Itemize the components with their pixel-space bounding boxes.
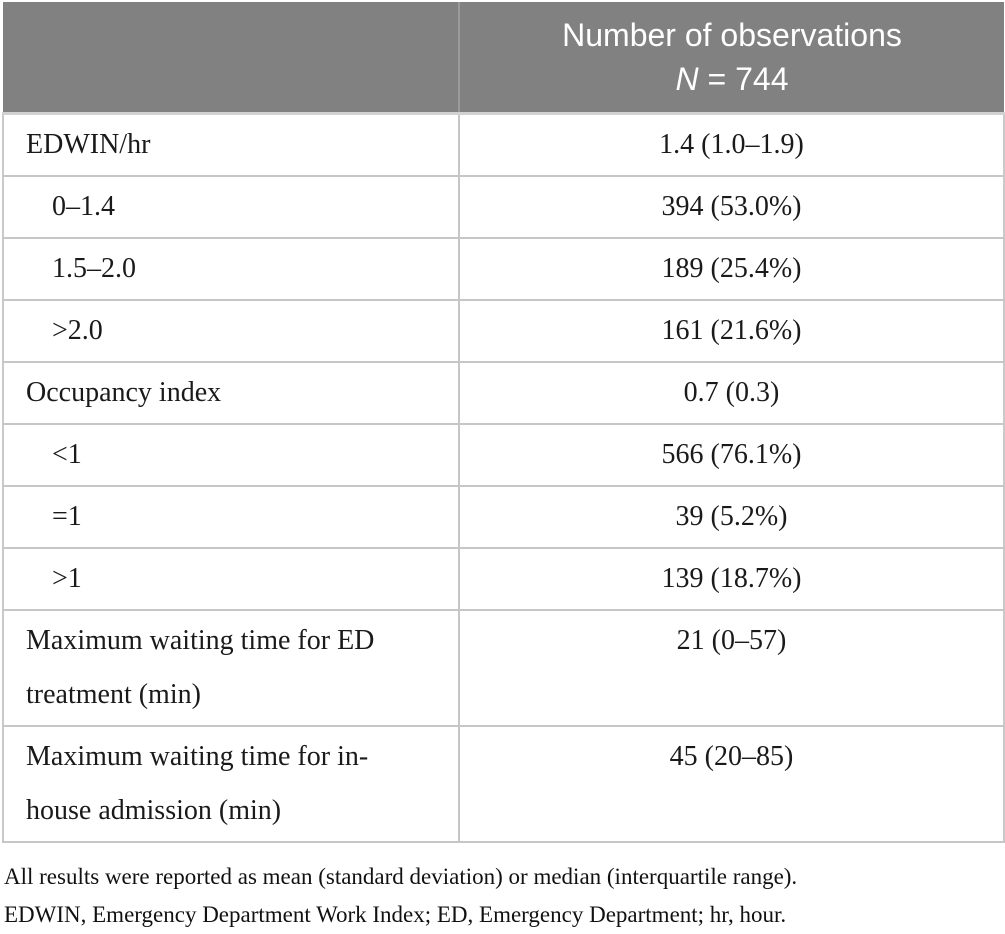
row-label: Maximum waiting time for ED treatment (m… xyxy=(2,610,459,727)
table-row: Maximum waiting time for ED treatment (m… xyxy=(2,610,1005,727)
table-row: Occupancy index 0.7 (0.3) xyxy=(2,362,1005,425)
table-body: EDWIN/hr 1.4 (1.0–1.9) 0–1.4 394 (53.0%)… xyxy=(2,113,1005,843)
summary-statistics-table: Number of observations N = 744 EDWIN/hr … xyxy=(2,2,1005,843)
table-header: Number of observations N = 744 xyxy=(3,2,1004,115)
row-value: 139 (18.7%) xyxy=(458,548,1005,611)
header-row: Number of observations N = 744 xyxy=(3,2,1004,115)
row-label: >1 xyxy=(2,548,459,611)
row-value: 0.7 (0.3) xyxy=(458,362,1005,425)
table-row: =1 39 (5.2%) xyxy=(2,486,1005,549)
row-label: Maximum waiting time for in-house admiss… xyxy=(2,726,459,843)
row-value: 566 (76.1%) xyxy=(458,424,1005,487)
n-value: = 744 xyxy=(698,61,789,97)
row-value: 39 (5.2%) xyxy=(458,486,1005,549)
row-value: 21 (0–57) xyxy=(458,610,1005,727)
table-row: EDWIN/hr 1.4 (1.0–1.9) xyxy=(2,113,1005,177)
header-empty-cell xyxy=(3,2,459,115)
row-value: 1.4 (1.0–1.9) xyxy=(458,113,1005,177)
footnote-line-2: EDWIN, Emergency Department Work Index; … xyxy=(4,902,787,927)
row-value: 161 (21.6%) xyxy=(458,300,1005,363)
row-value: 394 (53.0%) xyxy=(458,176,1005,239)
table-row: 1.5–2.0 189 (25.4%) xyxy=(2,238,1005,301)
row-label: <1 xyxy=(2,424,459,487)
table-row: >2.0 161 (21.6%) xyxy=(2,300,1005,363)
table-footnotes: All results were reported as mean (stand… xyxy=(2,858,1003,934)
table-row: 0–1.4 394 (53.0%) xyxy=(2,176,1005,239)
row-value: 45 (20–85) xyxy=(458,726,1005,843)
footnote-line-1: All results were reported as mean (stand… xyxy=(4,864,798,889)
row-value: 189 (25.4%) xyxy=(458,238,1005,301)
row-label: Occupancy index xyxy=(2,362,459,425)
header-title: Number of observations xyxy=(562,17,902,53)
n-symbol: N xyxy=(675,61,699,97)
header-n-count: N = 744 xyxy=(461,57,1003,101)
row-label: EDWIN/hr xyxy=(2,113,459,177)
row-label: 1.5–2.0 xyxy=(2,238,459,301)
table-row: >1 139 (18.7%) xyxy=(2,548,1005,611)
header-observations-cell: Number of observations N = 744 xyxy=(458,2,1004,115)
table-row: Maximum waiting time for in-house admiss… xyxy=(2,726,1005,843)
row-label: 0–1.4 xyxy=(2,176,459,239)
table-row: <1 566 (76.1%) xyxy=(2,424,1005,487)
row-label: =1 xyxy=(2,486,459,549)
row-label: >2.0 xyxy=(2,300,459,363)
